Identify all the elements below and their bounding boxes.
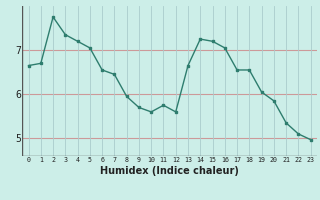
X-axis label: Humidex (Indice chaleur): Humidex (Indice chaleur) [100,166,239,176]
